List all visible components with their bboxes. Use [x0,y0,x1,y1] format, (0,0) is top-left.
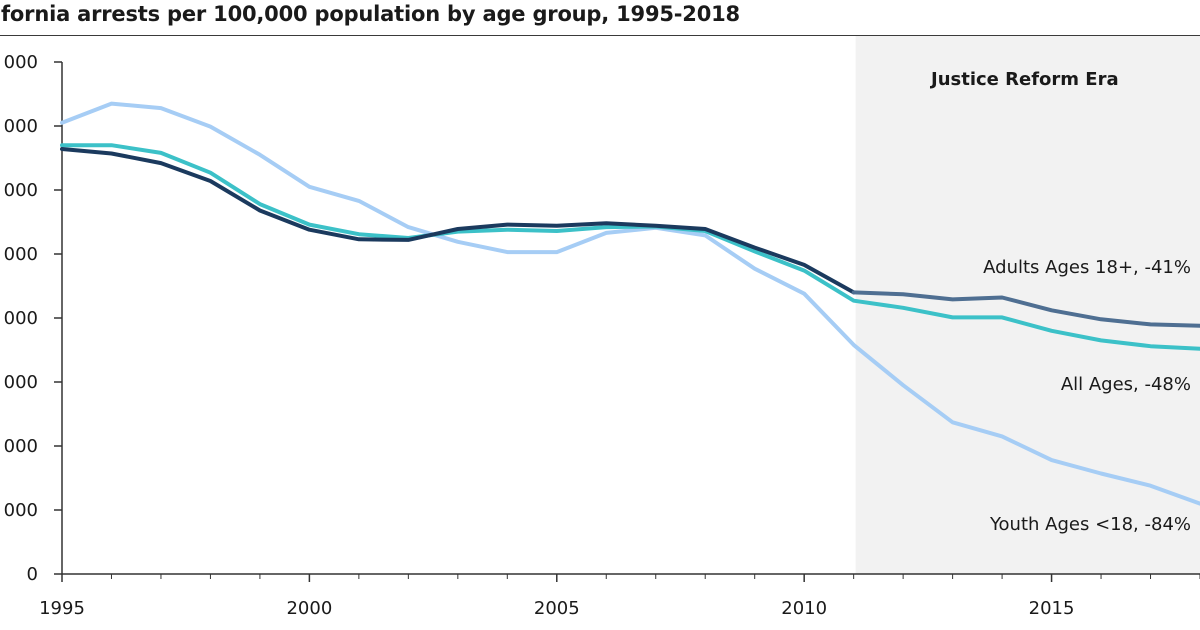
x-tick-label: 1995 [39,598,85,619]
y-tick-label: 0 [27,564,38,585]
series-line-adults-pre-reform [60,147,856,295]
series-line-all-ages [60,143,1200,351]
y-tick-label: 000 [4,180,38,201]
y-tick-label: 000 [4,436,38,457]
x-tick-label: 2010 [781,598,827,619]
x-tick-label: 2015 [1029,598,1075,619]
justice-reform-era-label: Justice Reform Era [929,69,1119,90]
y-tick-label: 000 [4,116,38,137]
label-adults: Adults Ages 18+, -41% [983,257,1191,278]
y-tick-label: 000 [4,372,38,393]
label-youth: Youth Ages <18, -84% [989,514,1191,535]
y-tick-label: 000 [4,500,38,521]
x-tick-label: 2000 [286,598,332,619]
y-tick-label: 000 [4,244,38,265]
y-tick-label: 000 [4,308,38,329]
series-lines [60,101,1200,506]
x-tick-label: 2005 [534,598,580,619]
title-divider [0,35,1200,36]
series-labels: Youth Ages <18, -84% All Ages, -48% Adults… [983,257,1191,535]
label-all-ages: All Ages, -48% [1061,374,1191,395]
series-line-youth [60,101,1200,506]
chart-title: ifornia arrests per 100,000 population b… [0,2,740,26]
y-tick-label: 000 [4,52,38,73]
series-line-adults-reform-era [851,290,1200,328]
